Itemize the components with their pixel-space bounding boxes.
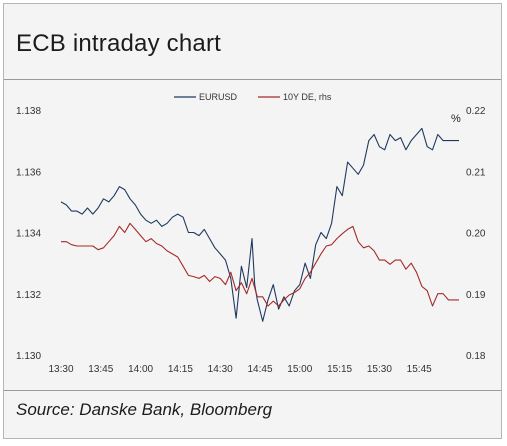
chart-frame [3,3,502,439]
y-left-tick-label: 1.132 [16,290,41,301]
x-tick-label: 13:45 [88,364,113,375]
title-divider [4,79,501,80]
y-right-tick-label: 0.19 [466,290,486,301]
y-axis-left-ticks: 1.130 1.132 1.134 1.136 1.138 [16,106,41,362]
chart-title: ECB intraday chart [16,30,222,57]
y-right-tick-label: 0.22 [466,106,486,117]
y-left-tick-label: 1.138 [16,106,41,117]
y-right-tick-label: 0.21 [466,167,486,178]
source-divider [4,390,501,391]
y-right-tick-label: 0.18 [466,351,486,362]
ecb-intraday-line-chart: EURUSD 10Y DE, rhs 1.1301.1321.1341.1361.… [16,92,486,375]
x-tick-label: 14:30 [208,364,233,375]
legend-label: 10Y DE, rhs [283,92,332,102]
x-tick-label: 15:00 [287,364,312,375]
series-line-de10y [61,222,459,307]
y-left-tick-label: 1.136 [16,167,41,178]
x-tick-label: 15:30 [367,364,392,375]
x-axis-ticks: 13:30 13:45 14:00 14:15 14:30 14:45 15:00 15:15… [48,364,432,375]
chart-legend: EURUSD 10Y DE, rhs [174,92,332,102]
x-tick-label: 15:15 [327,364,352,375]
x-tick-label: 14:00 [128,364,153,375]
series-lines [60,127,459,322]
x-tick-label: 13:30 [48,364,73,375]
y-axis-right-ticks: 0.18 0.19 0.20 0.21 0.22 [466,106,486,362]
y-right-tick-label: 0.20 [466,229,486,240]
source-note: Source: Danske Bank, Bloomberg [16,400,273,419]
series-line-eurusd [60,127,459,322]
y-left-tick-label: 1.134 [16,229,41,240]
x-tick-label: 15:45 [407,364,432,375]
x-tick-label: 14:15 [168,364,193,375]
legend-label: EURUSD [199,92,238,102]
y-left-tick-label: 1.130 [16,351,41,362]
right-axis-unit-label: % [451,113,461,125]
x-tick-label: 14:45 [247,364,272,375]
